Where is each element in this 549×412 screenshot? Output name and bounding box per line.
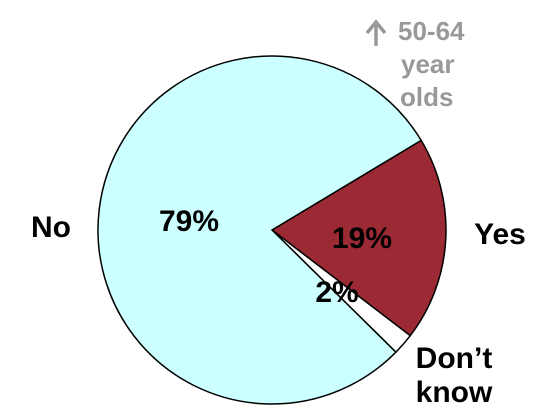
up-arrow-icon [365,19,387,46]
value-label-no: 79% [159,205,219,238]
category-label-yes: Yes [474,218,526,251]
category-label-dont-know-line2: know [416,376,493,409]
pie-slice-yes [270,139,447,337]
annotation-line3: olds [400,82,453,112]
annotation-line2: year [401,49,455,79]
category-label-dont-know-line1: Don’t [416,342,493,375]
annotation-50-64: 50-64 year olds [365,16,465,112]
annotation-line1: 50-64 [398,16,465,46]
value-label-dont-know: 2% [315,276,358,309]
pie-slices [97,55,447,405]
pie-slice-no [97,55,423,405]
category-label-no: No [31,211,71,244]
value-label-yes: 19% [332,222,392,255]
